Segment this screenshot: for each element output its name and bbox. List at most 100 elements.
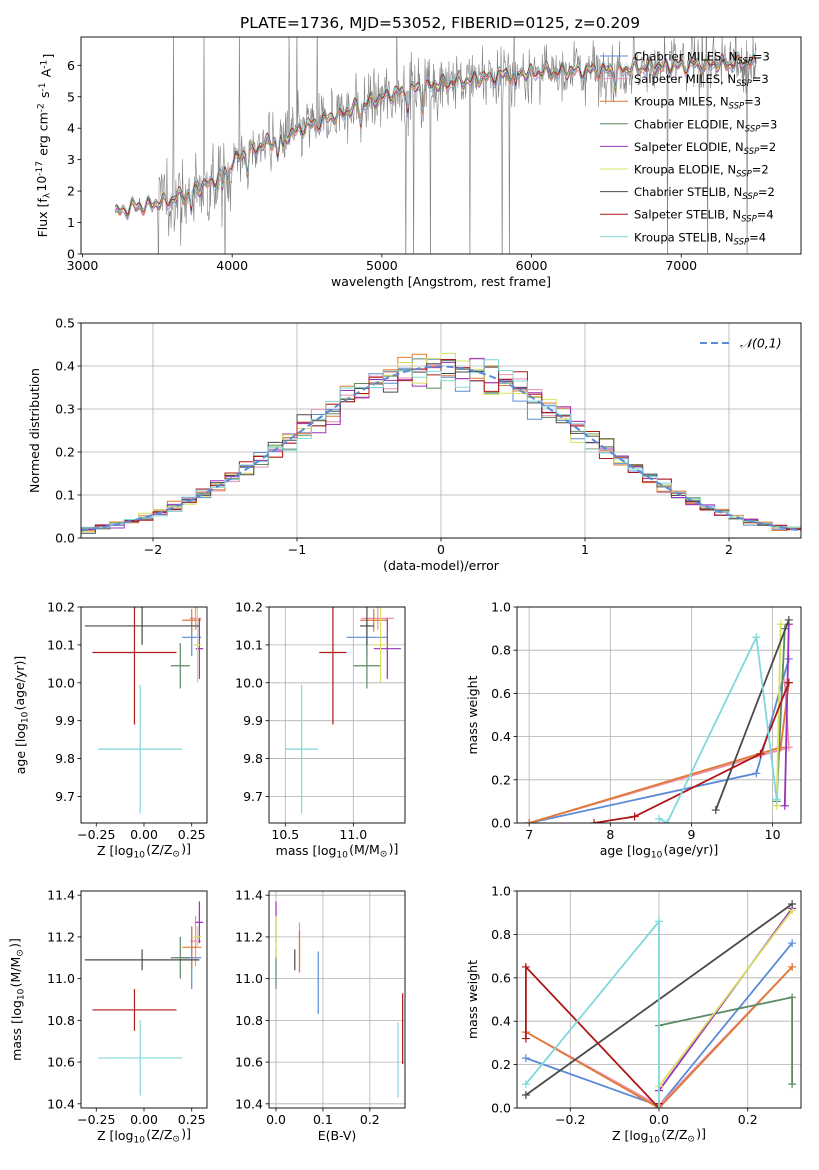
x-tick-label: 10.5 bbox=[271, 827, 299, 842]
x-ticks: 7 8 9 10 bbox=[525, 823, 781, 842]
y-tick-label: 1 bbox=[67, 215, 75, 230]
weight-marker bbox=[752, 769, 761, 778]
axes-frame bbox=[80, 606, 208, 824]
y-tick-label: 10.1 bbox=[47, 637, 75, 652]
x-tick-label: 7000 bbox=[665, 258, 697, 273]
error-point bbox=[319, 607, 347, 725]
error-point bbox=[360, 607, 374, 645]
error-point bbox=[360, 608, 388, 632]
y-tick-label: 0.5 bbox=[55, 316, 75, 331]
plot-area bbox=[275, 901, 404, 1098]
weight-line bbox=[525, 964, 660, 1108]
y-tick-label: 10.8 bbox=[235, 1013, 263, 1028]
error-point bbox=[195, 618, 204, 679]
weight-marker bbox=[655, 1104, 663, 1108]
weight-marker bbox=[772, 795, 781, 804]
y-tick-label: 10.0 bbox=[47, 675, 75, 690]
data-spectrum bbox=[115, 37, 757, 254]
legend-label: 𝒩(0,1) bbox=[740, 336, 782, 351]
legend-label: Kroupa ELODIE, NSSP=2 bbox=[634, 163, 769, 180]
y-tick-label: 10.4 bbox=[235, 1096, 263, 1111]
panel-weight-vs-Z: −0.2 0.0 0.2 0.0 0.2 0.4 0.6 0.8 1.0 Z [log10 (Z/… bbox=[465, 884, 802, 1146]
y-tick-label: 0.8 bbox=[491, 643, 511, 658]
axes-frame bbox=[268, 606, 406, 824]
y-tick-label: 10.0 bbox=[235, 675, 263, 690]
weight-marker bbox=[788, 1080, 797, 1089]
panel-weight-vs-age: 7 8 9 10 0.0 0.2 0.4 0.6 0.8 1.0 age [log10 (age/y… bbox=[465, 600, 802, 861]
y-axis-label: mass [log10 (M/M⊙ )] bbox=[7, 938, 27, 1061]
y-tick-label: 0.6 bbox=[491, 970, 511, 985]
axes-frame bbox=[80, 36, 802, 255]
weight-marker bbox=[788, 993, 797, 1002]
weight-series bbox=[655, 993, 797, 1089]
legend-label: Chabrier MILES, NSSP=3 bbox=[634, 50, 770, 67]
weight-line bbox=[529, 658, 790, 823]
plot-area bbox=[521, 900, 797, 1108]
y-tick-label: 0.3 bbox=[55, 402, 75, 417]
y-tick-label: 0.4 bbox=[491, 1014, 511, 1029]
y-tick-label: 0.0 bbox=[491, 1101, 511, 1116]
weight-marker bbox=[663, 819, 672, 823]
x-axis-label: E(B-V) bbox=[318, 1128, 357, 1143]
y-tick-label: 9.8 bbox=[55, 751, 75, 766]
weight-marker bbox=[780, 801, 789, 810]
y-ticks: 0.0 0.2 0.4 0.6 0.8 1.0 bbox=[491, 884, 517, 1116]
weight-line bbox=[525, 966, 793, 1108]
axes-frame bbox=[80, 890, 208, 1109]
panel-age-vs-Z: −0.25 0.00 0.25 9.7 9.8 9.9 10.0 10.1 10.2 Z [log… bbox=[12, 600, 208, 861]
model-line bbox=[115, 54, 757, 217]
y-tick-label: 11.0 bbox=[47, 971, 75, 986]
weight-marker bbox=[590, 819, 599, 823]
weight-line bbox=[593, 682, 790, 823]
error-point bbox=[285, 684, 318, 814]
x-ticks: 10.5 11.0 bbox=[271, 823, 367, 842]
panel-mass-vs-ebv: 0.0 0.1 0.2 10.4 10.6 10.8 11.0 11.2 11.4 E(B-V) bbox=[235, 888, 406, 1143]
y-tick-label: 10.8 bbox=[47, 1013, 75, 1028]
x-tick-label: 4000 bbox=[216, 258, 248, 273]
x-tick-label: 6000 bbox=[516, 258, 548, 273]
x-tick-label: 0.2 bbox=[738, 1112, 758, 1127]
normal-curve bbox=[81, 365, 801, 532]
y-tick-label: 11.4 bbox=[47, 888, 75, 903]
plot-area bbox=[84, 901, 204, 1096]
error-point bbox=[195, 901, 204, 944]
x-ticks: −0.25 0.00 0.25 bbox=[77, 823, 206, 842]
axes-frame bbox=[516, 606, 802, 824]
y-tick-label: 3 bbox=[67, 152, 75, 167]
panel-residuals: −2 −1 0 1 2 0.0 0.1 0.2 0.3 0.4 0.5 (data-model)/er… bbox=[27, 316, 802, 573]
plot-area bbox=[84, 607, 204, 814]
y-tick-label: 5 bbox=[67, 89, 75, 104]
y-tick-label: 10.2 bbox=[47, 600, 75, 615]
x-ticks: −2 −1 0 1 2 bbox=[144, 538, 733, 557]
x-tick-label: −1 bbox=[288, 542, 306, 557]
weight-marker bbox=[776, 620, 785, 629]
weight-marker bbox=[711, 806, 720, 815]
error-point bbox=[193, 926, 202, 948]
weight-series bbox=[655, 633, 781, 823]
y-tick-label: 1.0 bbox=[491, 600, 511, 615]
y-tick-label: 10.2 bbox=[235, 600, 263, 615]
error-point bbox=[92, 989, 177, 1031]
weight-line bbox=[658, 996, 793, 1085]
legend-label: Salpeter STELIB, NSSP=4 bbox=[634, 208, 774, 225]
error-point bbox=[193, 607, 202, 683]
legend-label: Chabrier STELIB, NSSP=2 bbox=[634, 185, 775, 202]
y-tick-label: 10.6 bbox=[47, 1055, 75, 1070]
y-ticks: 0.0 0.1 0.2 0.3 0.4 0.5 bbox=[55, 316, 81, 546]
plot-area bbox=[525, 615, 793, 823]
y-ticks: 10.4 10.6 10.8 11.0 11.2 11.4 bbox=[235, 888, 269, 1111]
weight-marker bbox=[655, 917, 663, 926]
weight-line bbox=[783, 624, 790, 806]
y-tick-label: 0.8 bbox=[491, 927, 511, 942]
x-tick-label: 0.25 bbox=[178, 1112, 206, 1127]
weight-series bbox=[772, 620, 785, 810]
weight-series bbox=[780, 620, 793, 810]
y-axis-label: mass weight bbox=[465, 675, 480, 754]
y-tick-label: 9.9 bbox=[243, 713, 263, 728]
axes-frame bbox=[80, 322, 802, 539]
y-tick-label: 0.2 bbox=[491, 772, 511, 787]
y-tick-label: 10.1 bbox=[235, 637, 263, 652]
x-tick-label: −0.25 bbox=[77, 1112, 115, 1127]
y-tick-label: 0.1 bbox=[55, 488, 75, 503]
